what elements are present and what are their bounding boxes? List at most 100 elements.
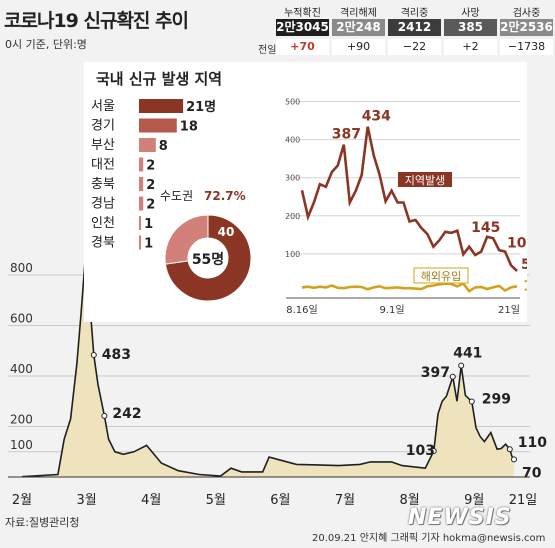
inset-x-tick: 21일 (498, 304, 520, 316)
stat-value: 2만248 (332, 19, 385, 36)
data-point (449, 373, 456, 380)
y-tick-label: 600 (10, 312, 33, 326)
donut-total: 55명 (192, 251, 224, 268)
inset-data-label: 387 (332, 127, 361, 143)
inset-data-label: 145 (471, 220, 500, 236)
x-tick-label: 3월 (76, 493, 96, 508)
stat-value: 2만3045 (276, 19, 329, 36)
y-tick-label: 200 (10, 413, 33, 427)
stat-diff: +90 (332, 39, 385, 55)
bar-category-label: 서울 (91, 99, 115, 114)
area-fill (22, 257, 514, 477)
stat-label: 사망 (461, 8, 480, 19)
regional-title: 국내 신규 발생 지역 (96, 70, 223, 88)
bar-category-label: 부산 (91, 138, 115, 153)
donut-slice (164, 214, 209, 265)
bar-category-label: 충북 (91, 177, 115, 192)
x-tick-label: 4월 (141, 493, 161, 508)
data-point (101, 412, 108, 419)
bar-value-label: 2 (146, 198, 155, 213)
inset-y-tick: 200 (285, 212, 300, 221)
inset-y-tick: 400 (285, 136, 300, 145)
series-legend-label: 해외유입 (421, 269, 461, 283)
source-note: 자료:질병관리청 (5, 516, 80, 529)
stat-diff: +70 (276, 39, 329, 55)
series-legend-box (398, 172, 452, 187)
data-point (430, 447, 437, 454)
capital-label: 수도권 (160, 189, 193, 203)
x-tick-label: 8월 (399, 493, 419, 508)
donut-inner-value: 40 (218, 225, 235, 239)
y-tick-label: 800 (10, 261, 33, 275)
bar-value-label: 2 (146, 178, 155, 193)
capital-pct: 72.7% (204, 189, 246, 203)
inset-series-line (300, 126, 518, 272)
stat-value: 385 (444, 19, 497, 36)
page-title: 코로나19 신규확진 추이 (4, 10, 189, 32)
bar (139, 118, 177, 133)
inset-data-label: 55 (521, 257, 527, 273)
bar-category-label: 경북 (91, 236, 115, 251)
bar-value-label: 2 (146, 159, 155, 174)
bar-value-label: 21명 (186, 99, 216, 115)
x-tick-label: 6월 (270, 493, 290, 508)
donut-slice (164, 214, 252, 302)
stat-label: 누적확진 (284, 8, 321, 19)
x-tick-label: 7월 (335, 493, 355, 508)
x-tick-label: 2월 (12, 493, 32, 508)
series-legend-box (413, 267, 469, 284)
bar-value-label: 1 (144, 217, 153, 232)
inset-data-label: 434 (362, 109, 391, 125)
x-tick-label: 5월 (206, 493, 226, 508)
data-point (90, 352, 97, 359)
inset-data-label: 15 (523, 278, 527, 294)
bar-category-label: 경남 (91, 197, 115, 212)
inset-y-tick: 500 (285, 98, 300, 107)
bar (139, 177, 144, 191)
newsis-logo: NEWSIS (408, 505, 512, 530)
y-tick-label: 100 (10, 438, 33, 452)
data-label: 299 (482, 392, 511, 408)
bar (139, 235, 142, 250)
inset-x-tick: 8.16일 (286, 304, 317, 316)
stat-diff: +2 (444, 39, 497, 55)
stat-value: 2412 (388, 19, 441, 36)
bar-value-label: 8 (159, 139, 168, 154)
data-point (468, 398, 475, 405)
data-label: 110 (518, 435, 547, 451)
data-point (511, 456, 517, 463)
stat-label: 검사중 (512, 8, 541, 19)
regional-panel: 국내 신규 발생 지역 서울 21명 경기 18 부산 8 대전 2 충북 2 경남 2 인천 1 경북 1 … (84, 62, 527, 322)
data-label: 397 (421, 365, 450, 381)
series-line (21, 257, 515, 478)
stat-value: 2만2536 (500, 19, 553, 36)
x-tick-label: 21일 (509, 493, 538, 508)
bar-category-label: 대전 (91, 158, 115, 173)
bar-category-label: 경기 (91, 119, 115, 134)
bar (139, 138, 156, 152)
bar-category-label: 인천 (91, 216, 115, 231)
bar (139, 216, 142, 230)
credit-note: 20.09.21 안지혜 그래픽 기자 hokma@newsis.com (312, 533, 546, 544)
bar-value-label: 18 (180, 120, 198, 135)
inset-series-line (301, 281, 518, 293)
bar (139, 196, 144, 211)
stats-table: 누적확진 격리해제 격리중 사망 검사중 2만3045 2만248 2412 385 2만253… (273, 4, 553, 55)
data-label: 103 (406, 443, 435, 459)
series-legend-label: 지역발생 (405, 174, 445, 187)
x-tick-label: 9월 (464, 493, 484, 508)
data-label: 70 (522, 465, 542, 481)
data-label: 242 (112, 406, 141, 422)
bar (139, 157, 144, 172)
bar (139, 99, 184, 113)
stat-diff: −1738 (500, 39, 553, 55)
data-label: 441 (453, 346, 482, 362)
stat-diff: −22 (388, 39, 441, 55)
page-subtitle: 0시 기준, 단위:명 (5, 38, 87, 51)
data-label: 483 (102, 347, 131, 363)
stat-label: 격리해제 (340, 8, 377, 19)
inset-y-tick: 300 (285, 174, 300, 183)
inset-y-tick: 100 (285, 250, 300, 259)
inset-x-tick: 9.1일 (379, 304, 404, 316)
